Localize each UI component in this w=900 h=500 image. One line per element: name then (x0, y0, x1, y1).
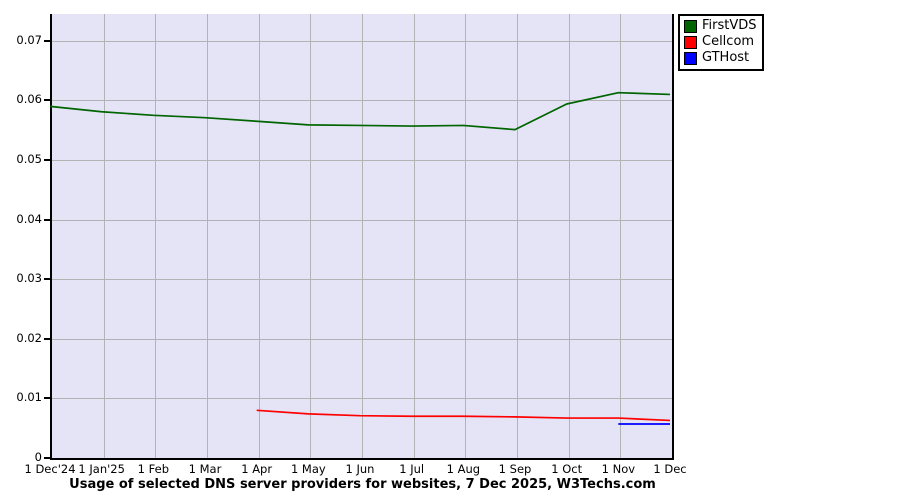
y-axis-tick-label: 0.07 (16, 32, 42, 47)
gridline-vertical (413, 14, 415, 458)
x-axis-tick-label: 1 Nov (601, 462, 636, 476)
plot-area (50, 14, 674, 460)
y-axis-tick-mark (44, 218, 52, 221)
legend-item-gthost[interactable]: GTHost (684, 50, 757, 66)
x-axis-tick-label: 1 Sep (498, 462, 532, 476)
y-axis-tick-mark (44, 337, 52, 340)
legend-item-cellcom[interactable]: Cellcom (684, 34, 757, 50)
x-axis-tick-label: 1 May (290, 462, 326, 476)
x-axis-tick-label: 1 Jun (345, 462, 375, 476)
y-axis-tick-mark (44, 397, 52, 400)
gridline-vertical (207, 14, 208, 458)
legend-swatch-icon (684, 51, 697, 65)
gridline-vertical (310, 14, 312, 458)
y-axis-tick-label: 0.02 (16, 330, 42, 345)
x-axis-tick-label: 1 Feb (137, 462, 169, 476)
legend: FirstVDS Cellcom GTHost (678, 14, 764, 71)
legend-item-firstvds[interactable]: FirstVDS (684, 18, 757, 34)
x-axis-tick-label: 1 Jul (399, 462, 425, 476)
y-axis-tick-label: 0 (34, 450, 42, 464)
y-axis-tick-label: 0.06 (16, 92, 42, 107)
gridline-vertical (258, 14, 260, 458)
legend-item-label: GTHost (702, 50, 750, 65)
y-axis-tick-label: 0.03 (16, 271, 42, 286)
chart-caption: Usage of selected DNS server providers f… (69, 477, 656, 492)
gridline-vertical (155, 14, 157, 458)
x-axis-tick-label: 1 Aug (446, 462, 481, 476)
gridline-vertical (517, 14, 518, 458)
x-axis-tick-label: 1 Dec'24 (24, 462, 76, 476)
gridline-vertical (568, 14, 570, 458)
legend-swatch-icon (684, 19, 697, 33)
y-axis-tick-label: 0.04 (16, 211, 42, 226)
y-axis-tick-mark (44, 457, 52, 459)
gridline-vertical (362, 14, 363, 458)
gridline-vertical (620, 14, 622, 458)
x-axis-tick-label: 1 Mar (188, 462, 222, 476)
y-axis-tick-label: 0.01 (16, 390, 42, 405)
y-axis-tick-mark (44, 159, 52, 161)
gridline-vertical (103, 14, 105, 458)
x-axis-tick-label: 1 Oct (551, 462, 583, 476)
y-axis-tick-label: 0.05 (16, 152, 42, 166)
legend-item-label: Cellcom (702, 34, 755, 49)
gridline-vertical (465, 14, 467, 458)
legend-item-label: FirstVDS (702, 18, 757, 33)
x-axis-tick-label: 1 Jan'25 (78, 462, 125, 476)
y-axis-tick-mark (44, 39, 52, 42)
y-axis-tick-mark (44, 99, 52, 102)
x-axis-tick-label: 1 Apr (241, 462, 273, 476)
plot-grid (52, 14, 672, 458)
x-axis-tick-label: 1 Dec (653, 462, 687, 476)
legend-swatch-icon (684, 35, 697, 49)
y-axis-tick-mark (44, 278, 52, 281)
